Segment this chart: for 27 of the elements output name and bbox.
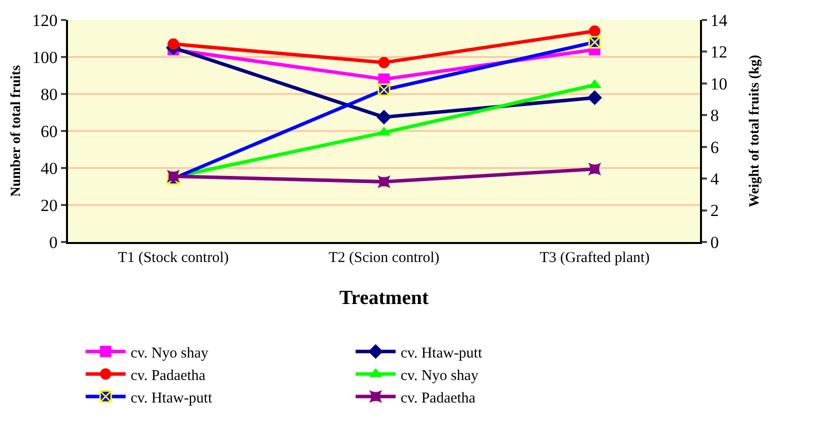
y-tick-label: 120 [32, 10, 58, 30]
legend-label: cv. Nyo shay [130, 345, 209, 362]
y2-tick-label: 4 [710, 170, 720, 189]
y-tick-label: 0 [49, 232, 58, 252]
x-tick-label: T2 (Scion control) [328, 250, 440, 266]
x-tick-label: T1 (Stock control) [118, 250, 229, 266]
legend-label: cv. Htaw-putt [130, 390, 213, 406]
y-tick-label: 80 [40, 84, 58, 104]
y2-tick-label: 6 [710, 138, 719, 157]
y-axis-title: Number of total fruits [9, 64, 24, 197]
y-tick-label: 60 [40, 122, 58, 141]
y2-tick-label: 0 [710, 232, 719, 252]
y2-axis-title: Weight of total fruits (kg) [748, 54, 763, 208]
y2-tick-label: 2 [710, 201, 719, 220]
legend-label: cv. Padaetha [400, 390, 476, 406]
legend-label: cv. Padaetha [130, 368, 206, 384]
legend-label: cv. Htaw-putt [400, 345, 483, 362]
y2-tick-label: 14 [710, 10, 728, 30]
y2-tick-label: 10 [710, 74, 728, 94]
y2-tick-label: 12 [710, 42, 728, 62]
legend-label: cv. Nyo shay [400, 368, 479, 384]
y2-tick-label: 8 [710, 106, 719, 126]
x-tick-label: T3 (Grafted plant) [540, 250, 650, 266]
y-tick-label: 100 [32, 48, 58, 67]
x-axis-title: Treatment [339, 287, 429, 309]
y-tick-label: 40 [40, 158, 58, 178]
y-tick-label: 20 [40, 196, 58, 215]
